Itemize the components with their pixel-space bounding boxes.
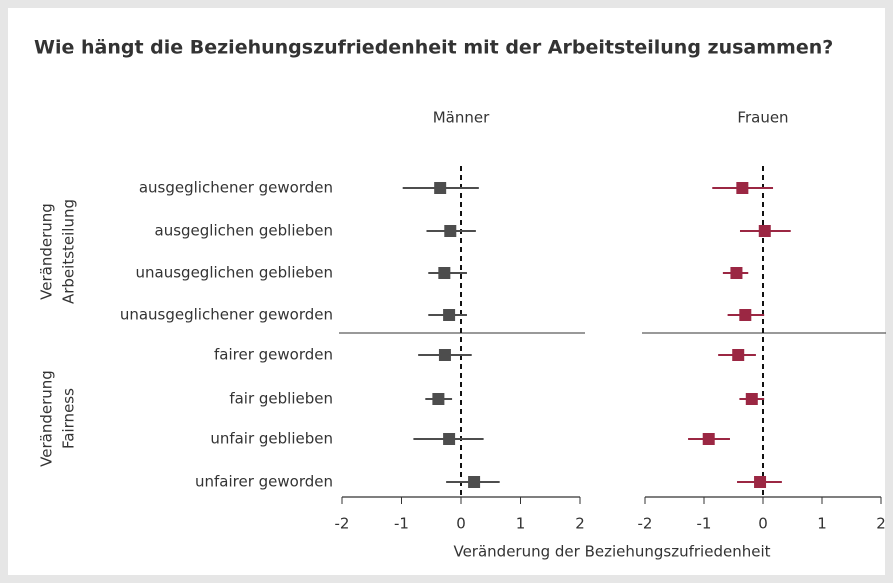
x-tick-label: 2: [876, 515, 886, 533]
category-label: unausgeglichen geblieben: [136, 264, 333, 282]
x-tick-label: 0: [456, 515, 466, 533]
estimate-point: [739, 309, 752, 321]
estimate-point: [443, 433, 456, 445]
category-label: unfairer geworden: [195, 473, 333, 491]
estimate-point: [732, 349, 745, 361]
category-label: ausgeglichener geworden: [139, 179, 333, 197]
panel-title: Frauen: [737, 109, 788, 127]
chart-title: Wie hängt die Beziehungszufriedenheit mi…: [34, 37, 833, 59]
x-tick-label: 0: [758, 515, 768, 533]
estimate-point: [745, 393, 758, 405]
group-label: Arbeitsteilung: [60, 199, 78, 304]
category-label: unfair geblieben: [210, 430, 333, 448]
panel-title: Männer: [433, 109, 490, 127]
estimate-point: [754, 476, 767, 488]
card: [8, 8, 885, 575]
estimate-point: [758, 225, 771, 237]
x-tick-label: 1: [516, 515, 526, 533]
x-tick-label: 1: [817, 515, 827, 533]
category-label: unausgeglichener geworden: [120, 306, 333, 324]
estimate-point: [730, 267, 743, 279]
category-label: fairer geworden: [214, 346, 333, 364]
estimate-point: [444, 225, 457, 237]
group-label: Fairness: [60, 388, 78, 449]
estimate-point: [434, 182, 447, 194]
x-tick-label: -1: [394, 515, 409, 533]
estimate-point: [736, 182, 749, 194]
estimate-point: [468, 476, 481, 488]
category-label: fair geblieben: [229, 390, 333, 408]
x-tick-label: 2: [575, 515, 585, 533]
estimate-point: [443, 309, 456, 321]
x-tick-label: -2: [638, 515, 653, 533]
estimate-point: [432, 393, 445, 405]
x-tick-label: -1: [697, 515, 712, 533]
estimate-point: [438, 267, 451, 279]
group-label: Veränderung: [38, 203, 56, 300]
estimate-point: [702, 433, 715, 445]
x-axis-label: Veränderung der Beziehungszufriedenheit: [453, 543, 770, 561]
group-label: Veränderung: [38, 370, 56, 467]
x-tick-label: -2: [335, 515, 350, 533]
category-label: ausgeglichen geblieben: [155, 222, 333, 240]
estimate-point: [438, 349, 451, 361]
